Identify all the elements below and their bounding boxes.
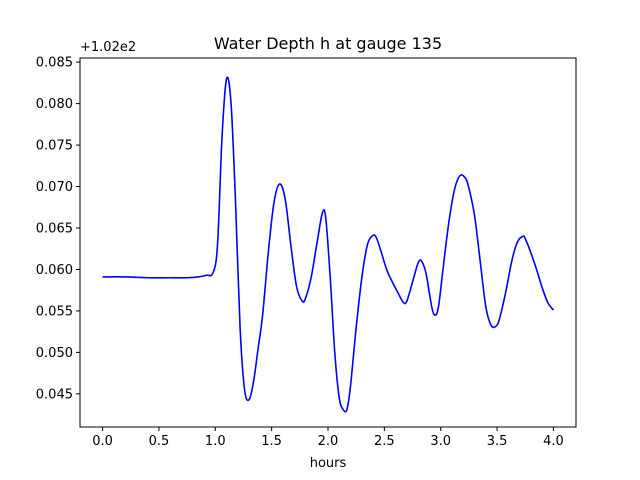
plot-area — [102, 76, 555, 413]
x-tick-label: 1.0 — [205, 434, 226, 449]
x-tick-label: 3.5 — [487, 434, 508, 449]
x-axis-label: hours — [310, 456, 347, 471]
series-line — [102, 76, 555, 413]
x-tick-label: 3.0 — [430, 434, 451, 449]
y-tick-label: 0.070 — [36, 180, 73, 195]
x-axis: 0.0 0.5 1.0 1.5 2.0 2.5 3.0 3.5 4.0 — [92, 427, 564, 449]
y-tick-label: 0.080 — [36, 97, 73, 112]
y-tick-label: 0.065 — [36, 221, 73, 236]
x-tick-label: 2.5 — [374, 434, 395, 449]
y-tick-label: 0.075 — [36, 139, 73, 154]
x-tick-label: 1.5 — [261, 434, 282, 449]
x-tick-label: 0.0 — [92, 434, 113, 449]
x-tick-label: 2.0 — [318, 434, 339, 449]
x-tick-label: 0.5 — [149, 434, 170, 449]
y-tick-label: 0.050 — [36, 346, 73, 361]
y-tick-label: 0.085 — [36, 56, 73, 71]
x-tick-label: 4.0 — [543, 434, 564, 449]
y-tick-label: 0.045 — [36, 387, 73, 402]
chart-title: Water Depth h at gauge 135 — [214, 34, 442, 53]
y-axis: 0.045 0.050 0.055 0.060 0.065 0.070 0.075 0.080… — [36, 56, 80, 402]
y-axis-offset-label: +1.02e2 — [80, 40, 136, 55]
y-tick-label: 0.060 — [36, 263, 73, 278]
y-tick-label: 0.055 — [36, 304, 73, 319]
